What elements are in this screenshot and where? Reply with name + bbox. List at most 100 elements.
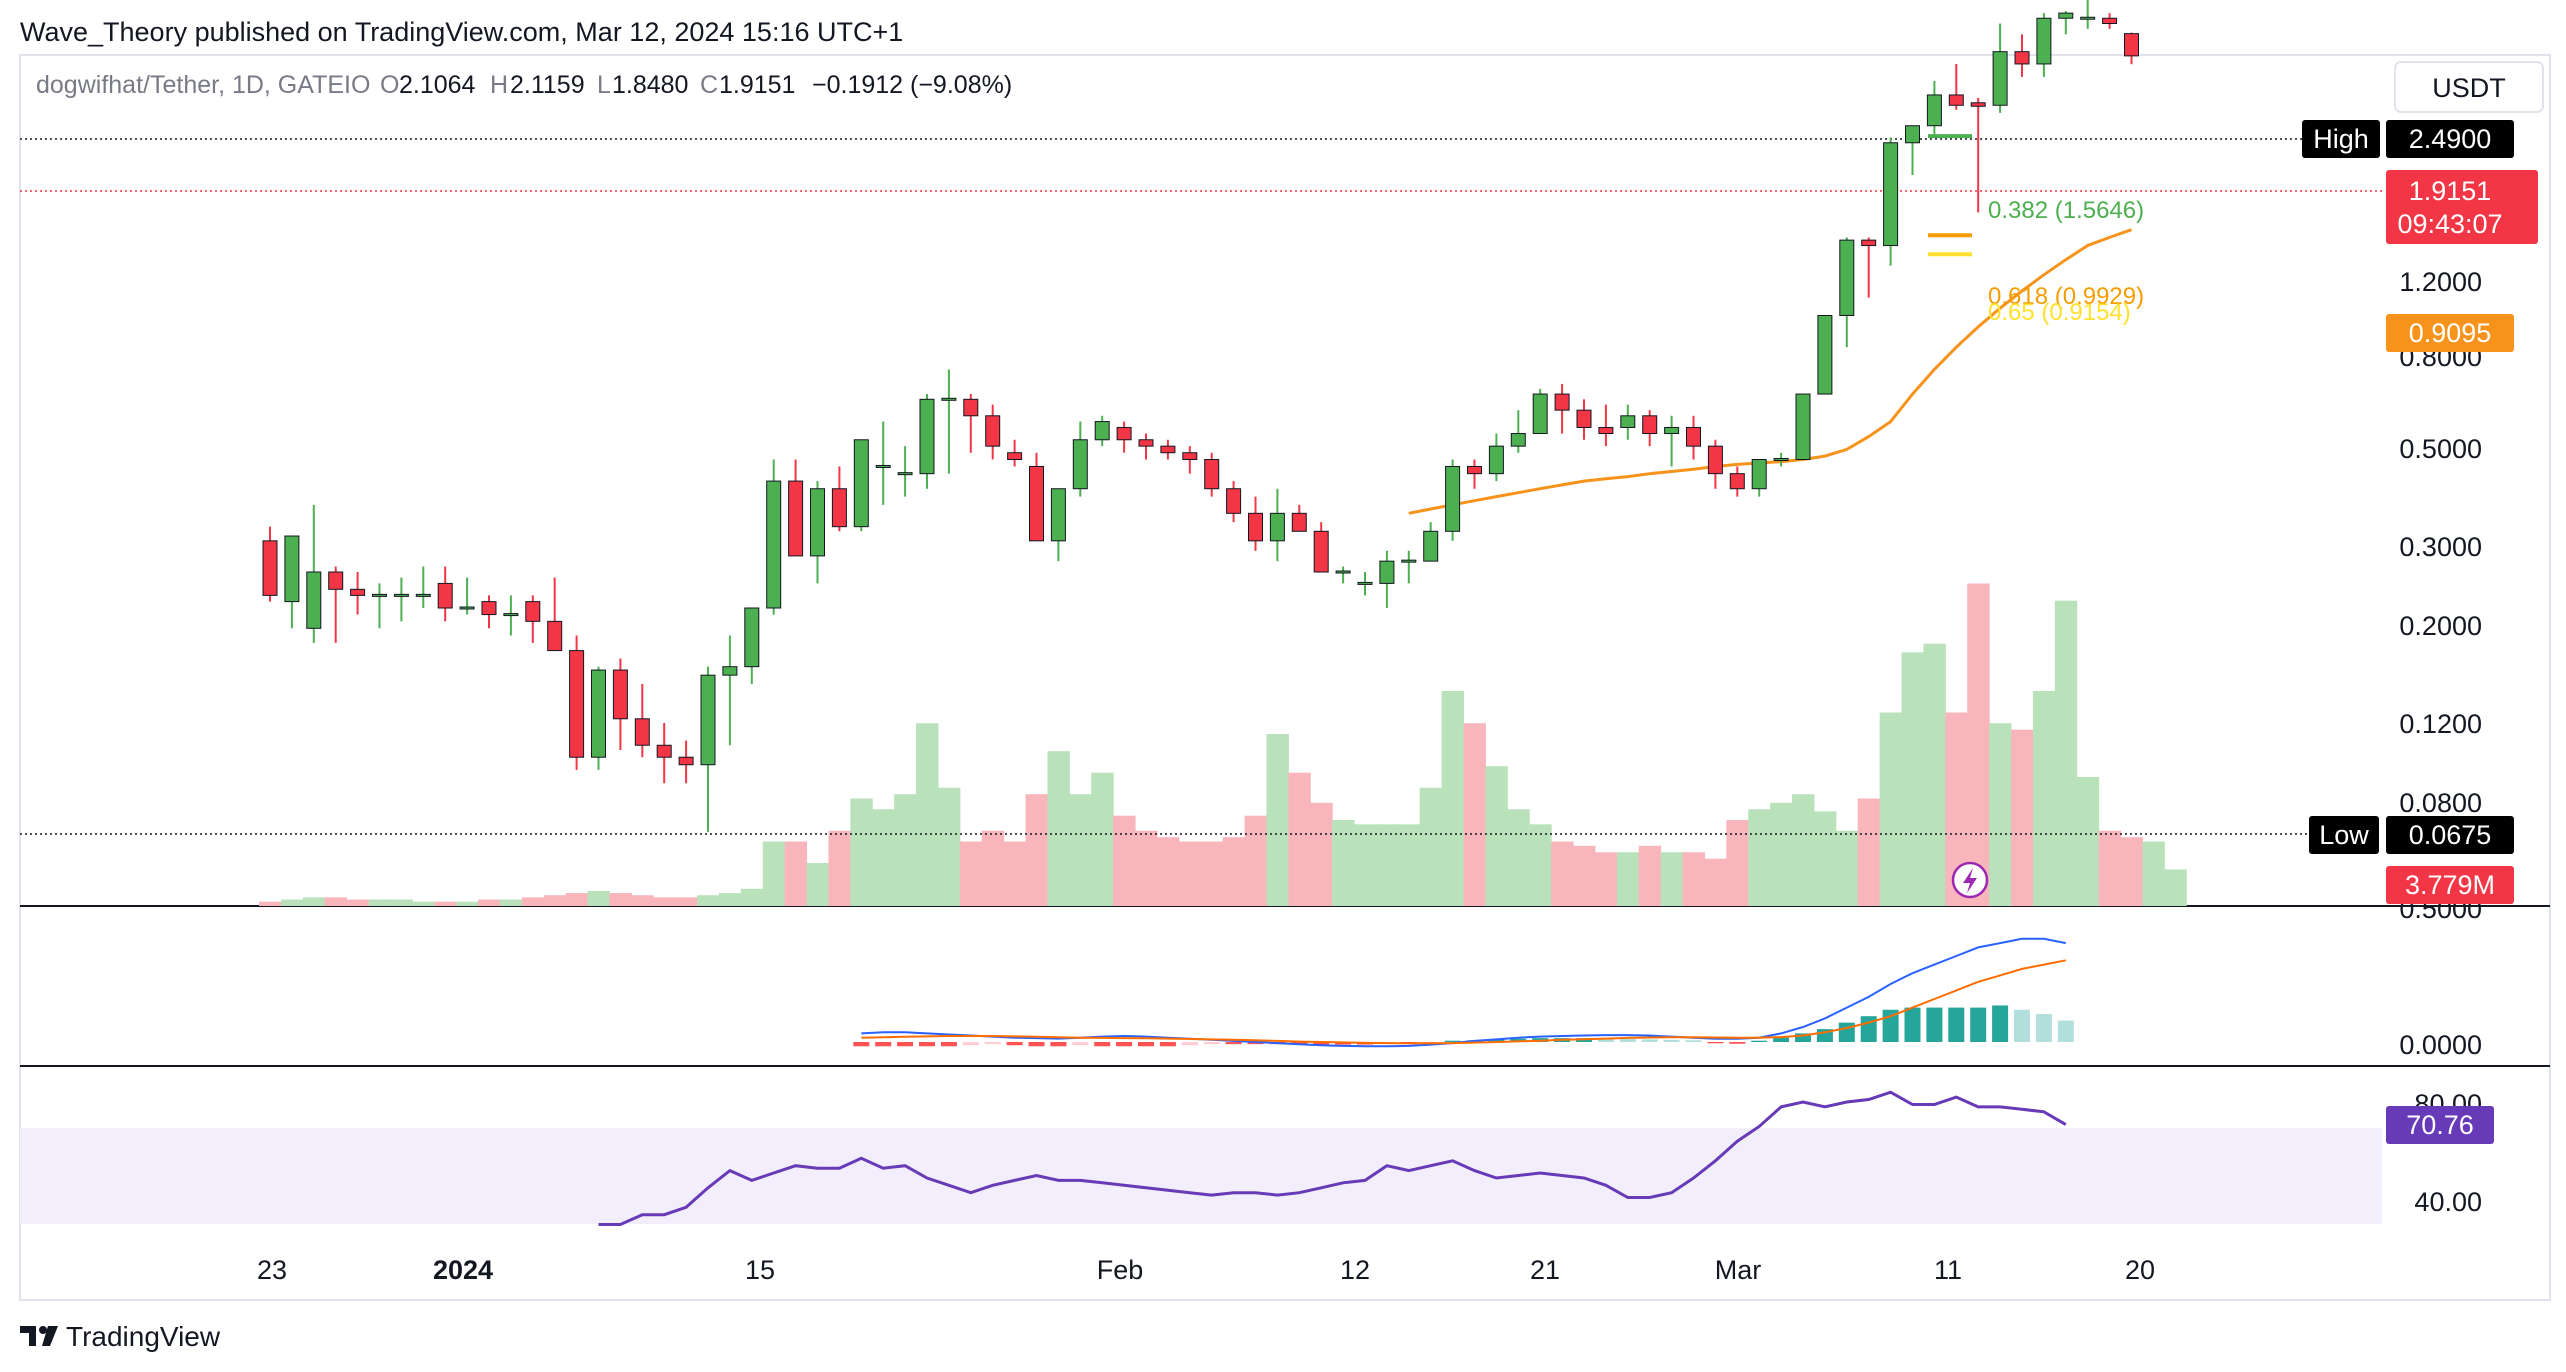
volume-bar-35 [1025, 794, 1048, 906]
candle-body-63 [1642, 415, 1658, 435]
symbol-name[interactable]: dogwifhat/Tether, 1D, GATEIO [36, 71, 370, 99]
candle-body-3 [328, 571, 344, 590]
open-value: 2.1064 [399, 71, 476, 99]
low-marker-label-box [2309, 816, 2379, 854]
volume-bar-73 [1857, 798, 1881, 906]
macd-hist-17 [1225, 1042, 1242, 1045]
volume-bar-4 [346, 899, 370, 906]
candle-body-53 [1423, 530, 1439, 562]
volume-bar-79 [1989, 723, 2012, 906]
volume-bar-25 [806, 863, 829, 906]
candle-body-40 [1138, 439, 1154, 447]
candle-body-45 [1248, 512, 1263, 542]
macd-hist-14 [1159, 1042, 1176, 1047]
change-value: −0.1912 (−9.08%) [812, 71, 1012, 99]
macd-hist-10 [1072, 1042, 1089, 1046]
x-tick-4: Feb [1097, 1255, 1144, 1285]
rsi-line [598, 1090, 2067, 1226]
last-price-value: 1.9151 [2409, 176, 2492, 206]
candle-body-83 [2080, 16, 2096, 20]
macd-hist-49 [1926, 1007, 1943, 1042]
volume-bar-13 [543, 895, 567, 906]
volume-bar-21 [718, 893, 742, 906]
candle-body-56 [1488, 445, 1504, 475]
candle-body-54 [1445, 465, 1461, 532]
low-marker-label: Low [2319, 820, 2369, 850]
high-marker-label: High [2313, 124, 2369, 154]
footer-brand: TradingView [66, 1321, 221, 1352]
candle-body-7 [415, 593, 431, 597]
macd-hist-45 [1838, 1022, 1855, 1042]
tradingview-logo-icon[interactable] [20, 1326, 58, 1346]
candle-body-10 [481, 601, 497, 616]
candle-body-20 [700, 674, 716, 766]
candle-body-65 [1686, 426, 1701, 447]
volume-bar-7 [412, 901, 435, 906]
volume-bar-48 [1310, 802, 1333, 906]
macd-hist-37 [1663, 1039, 1680, 1042]
macd-hist-51 [1970, 1007, 1987, 1042]
close-value: 1.9151 [719, 71, 795, 99]
volume-bar-28 [872, 809, 895, 906]
lightning-icon[interactable] [1951, 861, 1989, 899]
x-tick-3: 15 [745, 1255, 775, 1285]
macd-hist-16 [1203, 1042, 1220, 1045]
candle-body-33 [985, 415, 1001, 447]
candle-body-81 [2036, 17, 2052, 65]
candle-body-29 [897, 472, 913, 476]
fib-label-0: 0.382 (1.5646) [1988, 197, 2144, 224]
ema-layer [1408, 228, 2132, 515]
volume-bar-68 [1748, 809, 1771, 906]
volume-bar-64 [1660, 852, 1684, 906]
volume-bar-18 [653, 897, 676, 906]
candle-body-79 [1992, 51, 2008, 106]
volume-bar-58 [1529, 824, 1552, 906]
candle-body-41 [1160, 445, 1176, 454]
volume-bar-70 [1792, 794, 1815, 906]
open-label: O [380, 71, 399, 99]
low-marker-value: 0.0675 [2409, 820, 2492, 850]
macd-hist-0 [853, 1042, 870, 1047]
rsi-value-box [2386, 1106, 2494, 1144]
rsi-tick-2: 40.00 [2414, 1187, 2482, 1217]
candle-body-57 [1510, 433, 1526, 447]
macd-hist-12 [1116, 1042, 1133, 1047]
volume-bar-83 [2076, 777, 2100, 906]
macd-hist-1 [875, 1042, 892, 1047]
volume-bar-33 [981, 830, 1005, 906]
candle-body-9 [459, 606, 475, 610]
candle-body-85 [2124, 33, 2139, 57]
candle-body-74 [1883, 142, 1899, 247]
volume-bar-40 [1135, 830, 1158, 906]
volume-bar-22 [740, 888, 764, 906]
rsi-band [20, 1128, 2382, 1224]
macd-tick-2: 0.0000 [2399, 1030, 2482, 1060]
volume-bar-5 [368, 899, 391, 906]
volume-bar-59 [1551, 841, 1574, 906]
candle-body-37 [1072, 439, 1088, 490]
macd-hist-20 [1291, 1042, 1308, 1045]
currency-button[interactable] [2394, 61, 2544, 113]
volume-bar-44 [1222, 837, 1246, 906]
ema-value-box [2386, 314, 2514, 352]
volume-bar-55 [1463, 723, 1486, 906]
candle-body-49 [1335, 570, 1351, 574]
candle-body-76 [1926, 94, 1942, 127]
volume-layer [259, 583, 2187, 906]
volume-bar-74 [1879, 712, 1903, 906]
ema-line [1408, 228, 2132, 515]
candle-body-39 [1116, 426, 1132, 441]
macd-hist-15 [1181, 1042, 1198, 1046]
high-label: H [490, 71, 508, 99]
volume-bar-24 [784, 841, 808, 906]
volume-bar-42 [1178, 841, 1202, 906]
candle-body-84 [2102, 17, 2118, 24]
candle-body-62 [1620, 415, 1636, 428]
candles-layer [262, 0, 2139, 832]
candle-body-80 [2014, 51, 2030, 65]
candle-body-73 [1861, 239, 1877, 247]
legend-row: dogwifhat/Tether, 1D, GATEIO O 2.1064 H … [36, 71, 1012, 99]
volume-bar-38 [1091, 772, 1114, 906]
macd-hist-34 [1597, 1038, 1614, 1042]
